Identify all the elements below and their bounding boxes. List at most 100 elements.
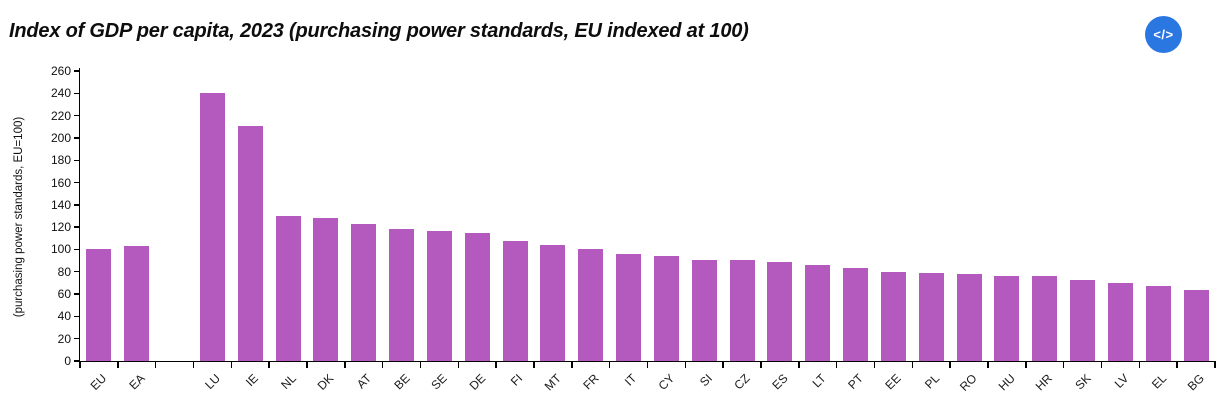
x-axis-label-text: MT bbox=[541, 371, 564, 394]
bar-EL[interactable] bbox=[1145, 286, 1171, 361]
x-axis-label-text: RO bbox=[957, 371, 980, 394]
x-axis-label-text: FI bbox=[508, 371, 526, 389]
x-axis-line bbox=[78, 361, 1215, 363]
x-axis-tick bbox=[987, 361, 989, 368]
x-axis-tick bbox=[79, 361, 81, 368]
x-axis-label-text: DK bbox=[314, 371, 337, 393]
x-axis-label-text: BE bbox=[390, 371, 413, 393]
x-axis-label-text: BG bbox=[1184, 371, 1207, 394]
bar-ES[interactable] bbox=[767, 261, 793, 361]
x-axis-label-text: AT bbox=[354, 371, 375, 392]
bar-FR[interactable] bbox=[578, 249, 604, 361]
y-axis-tick bbox=[73, 92, 79, 94]
bar-DE[interactable] bbox=[464, 232, 490, 361]
y-axis-tick-label: 100 bbox=[50, 242, 71, 257]
x-axis-tick bbox=[381, 361, 384, 368]
x-axis-tick bbox=[1176, 361, 1178, 368]
bar-NL[interactable] bbox=[275, 216, 301, 361]
x-axis-label-text: LU bbox=[202, 371, 224, 392]
y-axis-tick-label: 180 bbox=[50, 153, 71, 168]
y-axis-tick-label: 200 bbox=[50, 130, 71, 145]
bar-CZ[interactable] bbox=[729, 259, 755, 361]
x-axis-label-text: DE bbox=[466, 371, 488, 393]
y-axis-tick bbox=[73, 159, 79, 161]
bar-MT[interactable] bbox=[540, 245, 566, 361]
x-axis-label-text: HU bbox=[995, 371, 1018, 394]
y-axis-tick bbox=[73, 293, 79, 295]
y-axis-tick-label: 40 bbox=[57, 309, 71, 324]
x-axis-label-text: EU bbox=[87, 371, 110, 393]
bar-DK[interactable] bbox=[313, 218, 339, 361]
x-axis-label-text: NL bbox=[277, 371, 299, 392]
x-axis-label-text: IT bbox=[621, 371, 640, 389]
code-icon: </> bbox=[1153, 27, 1174, 42]
bar-FI[interactable] bbox=[502, 240, 528, 361]
y-axis-tick-label: 220 bbox=[50, 108, 71, 123]
y-axis-tick bbox=[73, 137, 79, 139]
y-axis-tick-label: 160 bbox=[50, 175, 71, 190]
bar-AT[interactable] bbox=[351, 223, 377, 361]
bar-HR[interactable] bbox=[1032, 276, 1058, 361]
x-axis-label-text: HR bbox=[1033, 371, 1056, 394]
x-axis-label-text: CZ bbox=[731, 371, 753, 393]
x-axis-tick bbox=[495, 361, 497, 368]
bar-PL[interactable] bbox=[918, 272, 944, 361]
x-axis-label-text: EE bbox=[882, 371, 905, 393]
bar-BG[interactable] bbox=[1183, 289, 1209, 361]
bar-SE[interactable] bbox=[426, 230, 452, 361]
y-axis-tick bbox=[73, 70, 79, 72]
y-axis-tick-label: 60 bbox=[57, 287, 71, 302]
x-axis-tick bbox=[230, 361, 233, 368]
bar-EA[interactable] bbox=[124, 246, 150, 361]
x-axis-tick bbox=[1138, 361, 1141, 368]
bar-LV[interactable] bbox=[1107, 282, 1133, 361]
bar-CY[interactable] bbox=[653, 256, 679, 361]
x-axis-tick bbox=[835, 361, 838, 368]
y-axis-title: (purchasing power standards, EU=100) bbox=[13, 116, 25, 318]
bar-PT[interactable] bbox=[843, 268, 869, 361]
bar-IT[interactable] bbox=[616, 253, 642, 361]
x-axis-label-text: LV bbox=[1111, 371, 1132, 391]
x-axis-tick bbox=[760, 361, 762, 368]
x-axis-tick bbox=[571, 361, 573, 368]
y-axis-tick bbox=[73, 114, 79, 117]
bar-EE[interactable] bbox=[880, 271, 906, 361]
y-axis-tick bbox=[73, 315, 79, 318]
bar-RO[interactable] bbox=[956, 274, 982, 361]
y-axis-tick bbox=[73, 226, 79, 228]
y-axis-tick bbox=[73, 360, 79, 362]
x-axis-tick bbox=[192, 361, 195, 368]
y-axis-tick bbox=[73, 271, 79, 273]
x-axis-label-text: SK bbox=[1071, 371, 1094, 393]
y-axis-tick-label: 80 bbox=[57, 264, 71, 279]
x-axis-label-text: FR bbox=[580, 371, 602, 393]
x-axis-tick bbox=[306, 361, 308, 368]
y-axis-tick-label: 140 bbox=[50, 197, 71, 212]
bar-LU[interactable] bbox=[199, 93, 225, 361]
bar-SK[interactable] bbox=[1070, 279, 1096, 361]
x-axis-tick bbox=[1214, 361, 1216, 368]
bar-SI[interactable] bbox=[691, 259, 717, 361]
y-axis-tick bbox=[73, 248, 79, 251]
bar-BE[interactable] bbox=[389, 229, 415, 361]
bar-IE[interactable] bbox=[237, 125, 263, 361]
bar-HU[interactable] bbox=[994, 276, 1020, 361]
x-axis-tick bbox=[344, 361, 346, 368]
x-axis-tick bbox=[1062, 361, 1065, 368]
x-axis-tick bbox=[873, 361, 876, 368]
x-axis-label-text: SI bbox=[696, 371, 715, 390]
bar-EU[interactable] bbox=[86, 249, 112, 361]
x-axis-tick bbox=[608, 361, 611, 368]
x-axis-label-text: EL bbox=[1148, 371, 1169, 392]
bar-LT[interactable] bbox=[805, 265, 831, 361]
y-axis-tick-label: 260 bbox=[50, 64, 71, 78]
y-axis-tick bbox=[73, 181, 79, 184]
y-axis-tick bbox=[73, 337, 79, 340]
x-axis-label-text: PT bbox=[845, 371, 867, 392]
x-axis-label-text: PL bbox=[921, 371, 942, 392]
x-axis-tick bbox=[1025, 361, 1027, 368]
x-axis-label-text: CY bbox=[655, 371, 678, 393]
embed-code-button[interactable]: </> bbox=[1145, 16, 1182, 53]
x-axis-tick bbox=[419, 361, 422, 368]
